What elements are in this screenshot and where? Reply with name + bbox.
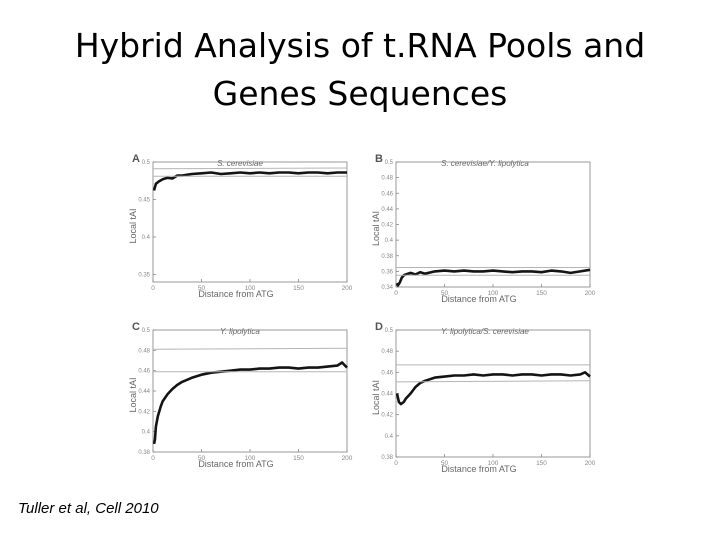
y-tick-label: 0.44 (381, 392, 393, 398)
x-axis-label: Distance from ATG (198, 459, 273, 469)
x-tick-label: 200 (585, 460, 596, 467)
y-tick-label: 0.48 (381, 176, 393, 182)
y-tick-label: 0.44 (138, 389, 150, 395)
x-tick-label: 100 (245, 285, 256, 292)
panel-label: A (132, 153, 140, 165)
y-tick-label: 0.45 (138, 198, 150, 204)
upper-bound-line (152, 167, 348, 170)
y-axis-label: Local tAI (371, 380, 381, 415)
mean-line (152, 171, 347, 191)
lower-bound-line (395, 380, 591, 383)
y-tick-label: 0.4 (142, 235, 151, 241)
y-axis-label: Local tAI (371, 211, 381, 246)
y-tick-label: 0.5 (385, 328, 394, 334)
y-tick-label: 0.46 (138, 369, 150, 375)
x-tick-label: 0 (394, 290, 398, 297)
x-tick-label: 100 (488, 460, 499, 467)
x-tick-label: 200 (342, 285, 353, 292)
y-tick-label: 0.35 (138, 273, 150, 279)
slide-title: Hybrid Analysis of t.RNA Pools and Genes… (0, 22, 720, 118)
y-tick-label: 0.4 (385, 434, 394, 440)
slide-title-line-2: Genes Sequences (212, 74, 508, 113)
x-tick-label: 150 (293, 455, 304, 462)
chart-panel-d: 0.38 0.4 0.42 0.44 0.46 0.48 0.5 0 50 100 150 200 D Y… (371, 321, 596, 474)
x-axis-label: Distance from ATG (198, 289, 273, 299)
x-tick-label: 100 (488, 290, 499, 297)
y-tick-label: 0.46 (381, 191, 393, 197)
x-tick-label: 100 (245, 455, 256, 462)
panel-label: B (375, 153, 383, 165)
panel-title: Y. lipolytica (220, 327, 260, 336)
x-tick-label: 0 (151, 285, 155, 292)
chart-panel-a: 0.35 0.4 0.45 0.5 0 50 100 150 200 A S. cerevisiae… (128, 153, 353, 299)
panel-label: C (132, 321, 140, 333)
plot-area (395, 161, 591, 288)
y-tick-label: 0.38 (138, 450, 150, 456)
y-tick-label: 0.46 (381, 370, 393, 376)
slide-title-line-1: Hybrid Analysis of t.RNA Pools and (74, 26, 646, 65)
y-tick-label: 0.34 (381, 285, 393, 291)
y-tick-label: 0.48 (138, 348, 150, 354)
upper-bound-line (152, 347, 348, 350)
y-tick-label: 0.38 (381, 254, 393, 260)
x-tick-label: 150 (536, 460, 547, 467)
y-tick-label: 0.48 (381, 349, 393, 355)
x-tick-label: 50 (441, 290, 449, 297)
panel-title: Y. lipolytica/S. cerevisiae (441, 327, 529, 336)
panel-label: D (375, 321, 383, 333)
chart-panel-c: 0.38 0.4 0.42 0.44 0.46 0.48 0.5 0 50 100 150 200 C Y… (128, 321, 353, 469)
plot-area (152, 161, 348, 283)
y-tick-label: 0.44 (381, 207, 393, 213)
y-axis-label: Local tAI (128, 208, 138, 243)
y-axis-label: Local tAI (128, 377, 138, 412)
y-tick-label: 0.42 (381, 223, 393, 229)
y-tick-label: 0.42 (381, 413, 393, 419)
x-tick-label: 50 (441, 460, 449, 467)
y-tick-label: 0.42 (138, 409, 150, 415)
y-tick-label: 0.38 (381, 455, 393, 461)
x-tick-label: 150 (293, 285, 304, 292)
mean-line (395, 370, 591, 406)
plot-area (152, 329, 348, 453)
y-tick-label: 0.4 (142, 430, 151, 436)
plot-area (395, 329, 591, 458)
x-axis-label: Distance from ATG (441, 464, 516, 474)
y-tick-label: 0.5 (142, 160, 151, 166)
y-tick-label: 0.5 (142, 328, 151, 334)
x-axis-label: Distance from ATG (441, 294, 516, 304)
x-tick-label: 50 (198, 285, 206, 292)
y-tick-label: 0.36 (381, 269, 393, 275)
x-tick-label: 200 (342, 455, 353, 462)
panel-title: S. cerevisiae (217, 159, 263, 168)
chart-panel-b: 0.34 0.36 0.38 0.4 0.42 0.44 0.46 0.48 0.5 0 50 100… (371, 153, 596, 304)
y-tick-label: 0.5 (385, 160, 394, 166)
citation: Tuller et al, Cell 2010 (18, 500, 159, 517)
x-tick-label: 200 (585, 290, 596, 297)
x-tick-label: 0 (151, 455, 155, 462)
y-tick-label: 0.4 (385, 238, 394, 244)
x-tick-label: 0 (394, 460, 398, 467)
x-tick-label: 50 (198, 455, 206, 462)
panel-title: S. cerevisiae/Y. lipolytica (441, 159, 529, 168)
x-tick-label: 150 (536, 290, 547, 297)
